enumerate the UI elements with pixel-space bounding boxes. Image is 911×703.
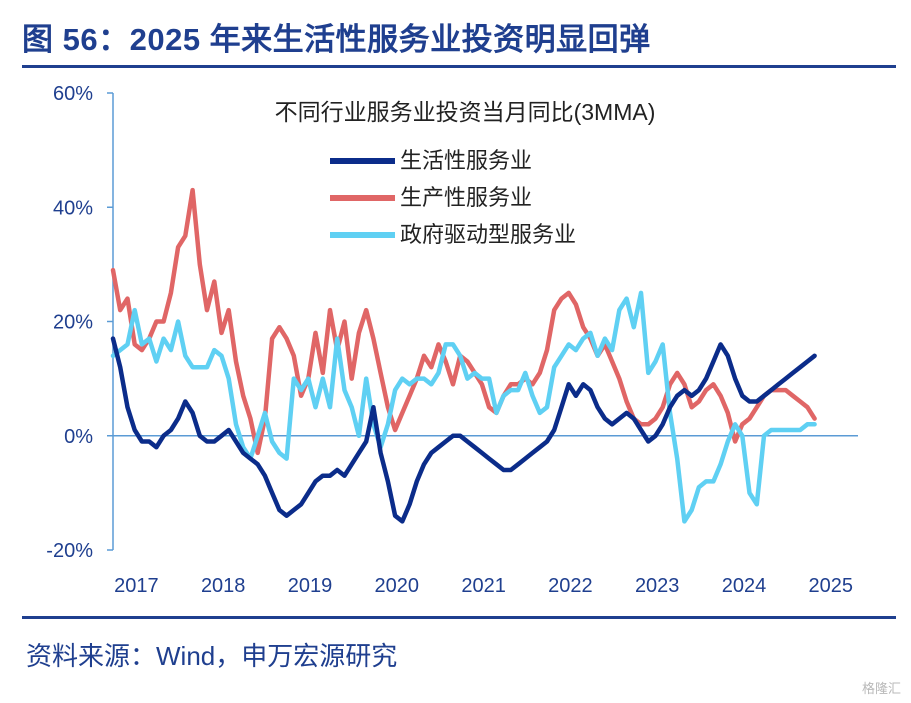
legend-label-0: 生活性服务业 <box>400 148 532 173</box>
series-line-0 <box>110 336 817 524</box>
x-tick-label: 2025 <box>809 575 854 597</box>
footer-rule <box>22 616 896 619</box>
y-tick-label: 40% <box>53 197 93 219</box>
x-tick-label: 2022 <box>548 575 593 597</box>
x-tick-label: 2021 <box>461 575 506 597</box>
chart-axes: 60% 40% 20% 0% -20% 2017 2018 2019 2020 2021 2022 2… <box>46 83 858 597</box>
series-line-2 <box>110 290 817 524</box>
x-tick-label: 2017 <box>114 575 159 597</box>
line-chart: 不同行业服务业投资当月同比(3MMA) 60% 40% 20% 0% -20% 2017 2… <box>46 83 858 597</box>
series-line-1 <box>110 187 817 456</box>
watermark: 格隆汇 <box>861 681 901 696</box>
legend-label-1: 生产性服务业 <box>400 185 532 210</box>
chart-title: 不同行业服务业投资当月同比(3MMA) <box>275 99 656 125</box>
y-tick-label: -20% <box>46 540 93 562</box>
x-tick-label: 2023 <box>635 575 680 597</box>
x-tick-label: 2019 <box>288 575 333 597</box>
y-tick-label: 20% <box>53 312 93 334</box>
y-tick-label: 60% <box>53 83 93 105</box>
source-note: 资料来源：Wind，申万宏源研究 <box>26 641 398 671</box>
chart-series <box>110 187 817 524</box>
x-tick-label: 2020 <box>375 575 420 597</box>
y-tick-label: 0% <box>64 426 93 448</box>
legend-label-2: 政府驱动型服务业 <box>400 222 576 247</box>
x-tick-label: 2024 <box>722 575 767 597</box>
header-rule <box>22 65 896 68</box>
figure-title: 图 56：2025 年来生活性服务业投资明显回弹 <box>22 22 651 57</box>
x-tick-label: 2018 <box>201 575 246 597</box>
